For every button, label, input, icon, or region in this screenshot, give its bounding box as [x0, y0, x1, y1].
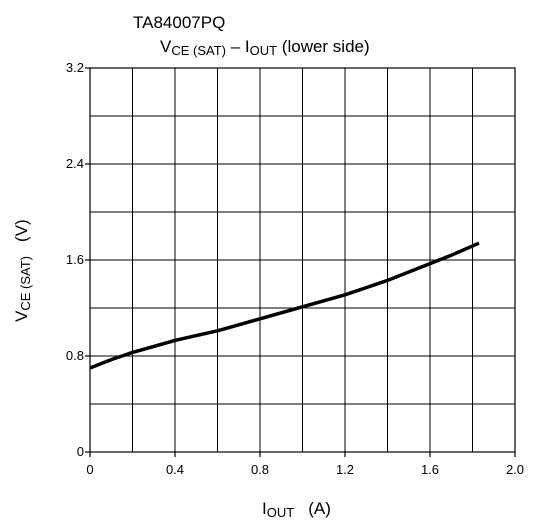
y-label-unit: (V)	[12, 219, 31, 242]
series-line	[89, 241, 480, 370]
title-main: V	[160, 37, 172, 56]
x-tick-label: 0.4	[166, 462, 184, 477]
y-tick-label: 0	[77, 444, 84, 459]
series-group	[89, 241, 480, 370]
x-tick-label: 1.2	[336, 462, 354, 477]
title-sep: – I	[226, 37, 250, 56]
grid	[90, 68, 515, 452]
title-sep-sub: OUT	[250, 43, 278, 58]
y-axis-label: VCE (SAT) (V)	[12, 219, 33, 322]
part-number: TA84007PQ	[133, 13, 225, 32]
y-label-sub: CE (SAT)	[18, 256, 33, 311]
x-tick-label: 2.0	[506, 462, 524, 477]
x-tick-label: 0	[86, 462, 93, 477]
title-tail: (lower side)	[277, 37, 370, 56]
x-axis-label: IOUT (A)	[262, 499, 331, 520]
y-tick-label: 0.8	[66, 348, 84, 363]
y-tick-label: 2.4	[66, 156, 84, 171]
title-main-sub: CE (SAT)	[171, 43, 226, 58]
y-label-main: V	[12, 310, 31, 322]
y-tick-label: 1.6	[66, 252, 84, 267]
x-tick-label: 0.8	[251, 462, 269, 477]
y-tick-label: 3.2	[66, 60, 84, 75]
axis-ticks: 0 0.4 0.8 1.2 1.6 2.0 0 0.8 1.6 2.4 3.2	[66, 60, 524, 477]
x-tick-label: 1.6	[421, 462, 439, 477]
x-label-unit: (A)	[308, 499, 331, 518]
x-label-main: I	[262, 499, 267, 518]
chart-title: VCE (SAT) – IOUT (lower side)	[160, 37, 370, 58]
x-label-sub: OUT	[267, 505, 295, 520]
